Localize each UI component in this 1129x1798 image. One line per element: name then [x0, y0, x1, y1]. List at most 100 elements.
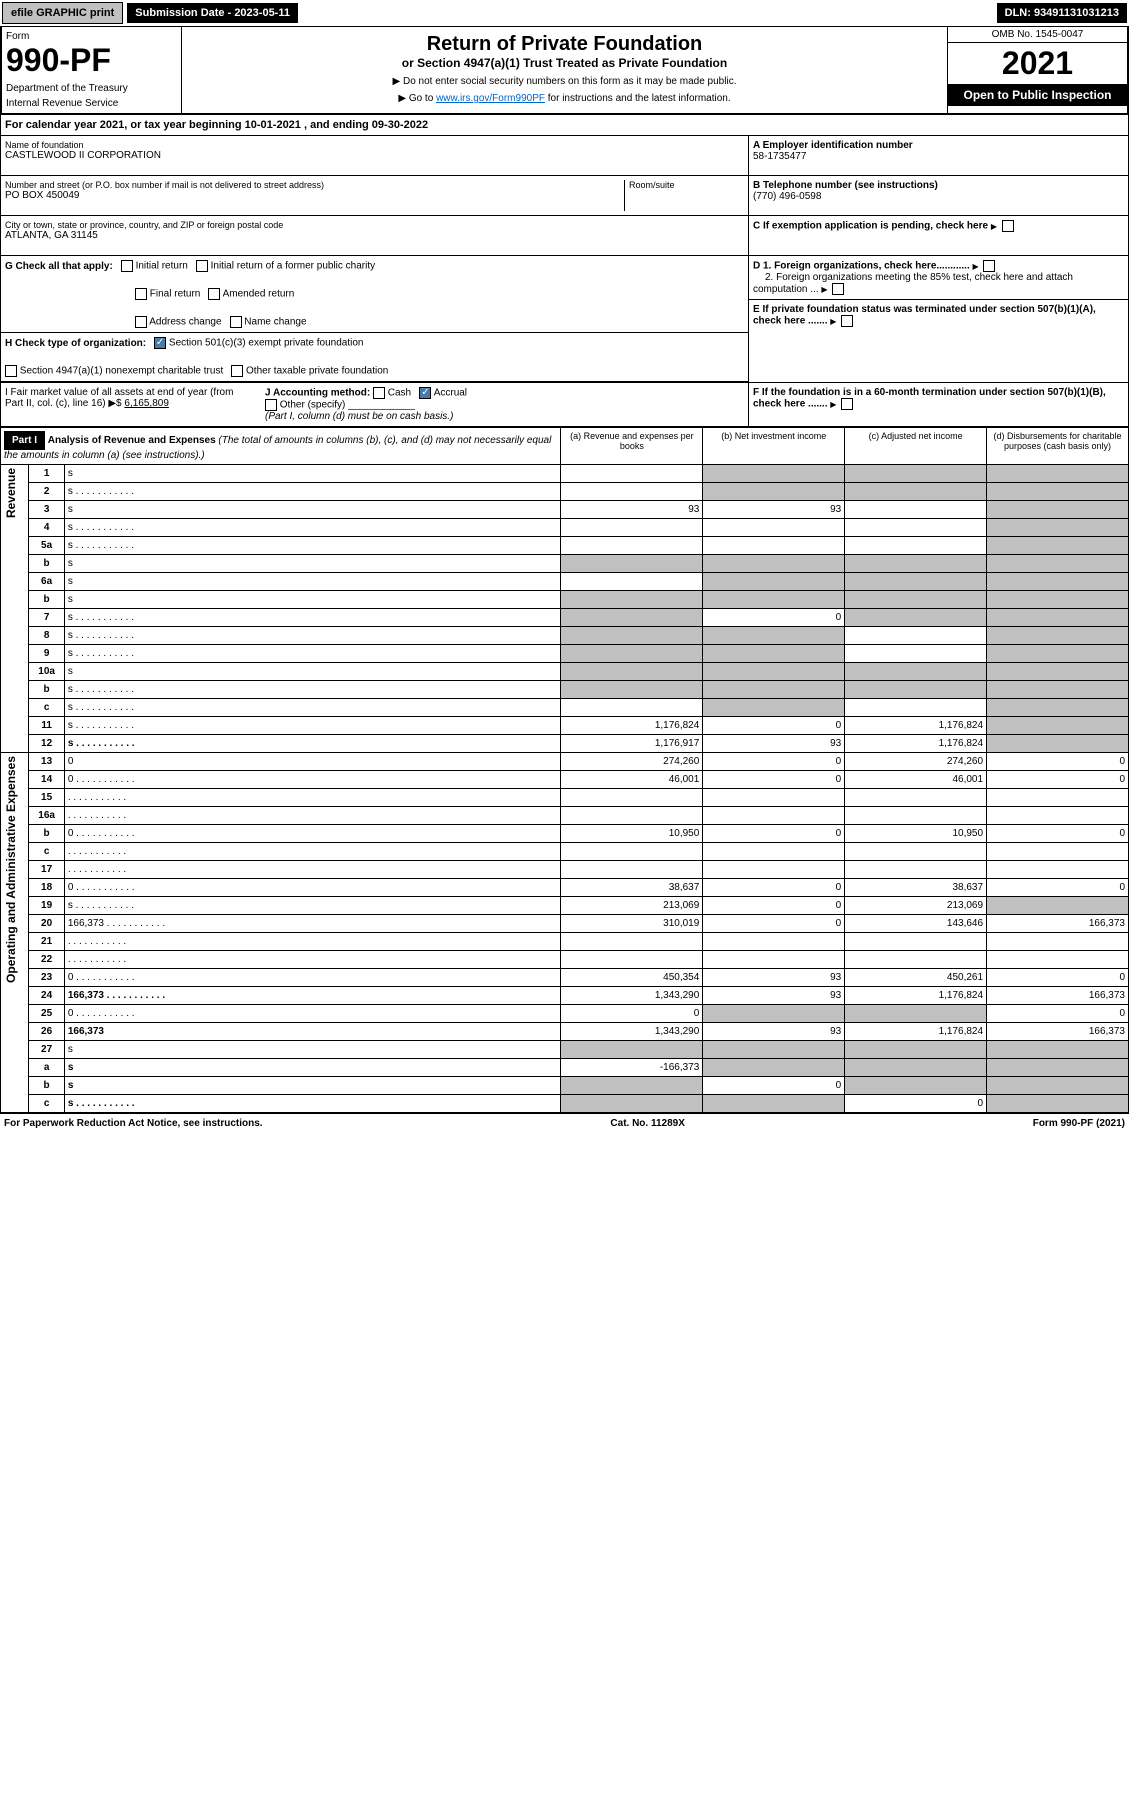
- cell-a: [561, 591, 703, 609]
- row-number: 15: [29, 789, 64, 807]
- row-desc: s: [64, 1059, 561, 1077]
- table-row: 24166,3731,343,290931,176,824166,373: [1, 987, 1129, 1005]
- cell-a: [561, 951, 703, 969]
- table-row: 20166,373310,0190143,646166,373: [1, 915, 1129, 933]
- initial-public-checkbox[interactable]: [196, 260, 208, 272]
- row-number: b: [29, 681, 64, 699]
- row-desc: s: [64, 735, 561, 753]
- final-return-checkbox[interactable]: [135, 288, 147, 300]
- row-desc: [64, 933, 561, 951]
- row-desc: s: [64, 555, 561, 573]
- part1-table: Part I Analysis of Revenue and Expenses …: [0, 427, 1129, 1113]
- row-number: 1: [29, 465, 64, 483]
- cell-d: [987, 1041, 1129, 1059]
- cell-c: 1,176,824: [845, 735, 987, 753]
- row-desc: 0: [64, 1005, 561, 1023]
- cell-c: [845, 555, 987, 573]
- table-row: 5as: [1, 537, 1129, 555]
- 501c3-checkbox[interactable]: [154, 337, 166, 349]
- cell-a: [561, 843, 703, 861]
- address-cell: Number and street (or P.O. box number if…: [1, 176, 748, 216]
- table-row: 17: [1, 861, 1129, 879]
- table-row: as-166,373: [1, 1059, 1129, 1077]
- table-row: 21: [1, 933, 1129, 951]
- cell-b: 93: [703, 735, 845, 753]
- col-b-header: (b) Net investment income: [703, 428, 845, 465]
- table-row: 2s: [1, 483, 1129, 501]
- cell-d: [987, 645, 1129, 663]
- row-desc: s: [64, 699, 561, 717]
- cell-d: [987, 735, 1129, 753]
- cell-b: [703, 483, 845, 501]
- cell-d: 0: [987, 1005, 1129, 1023]
- row-desc: 0: [64, 825, 561, 843]
- expenses-label: Operating and Administrative Expenses: [4, 756, 18, 983]
- row-number: 19: [29, 897, 64, 915]
- cell-b: [703, 789, 845, 807]
- row-number: 25: [29, 1005, 64, 1023]
- cell-b: [703, 699, 845, 717]
- cell-a: 46,001: [561, 771, 703, 789]
- row-desc: s: [64, 1095, 561, 1113]
- cell-c: 0: [845, 1095, 987, 1113]
- cell-d: [987, 699, 1129, 717]
- row-desc: s: [64, 501, 561, 519]
- cell-d: [987, 555, 1129, 573]
- cell-d: [987, 465, 1129, 483]
- table-row: cs: [1, 699, 1129, 717]
- cell-b: 0: [703, 879, 845, 897]
- initial-return-checkbox[interactable]: [121, 260, 133, 272]
- cell-a: [561, 699, 703, 717]
- table-row: 11s1,176,82401,176,824: [1, 717, 1129, 735]
- d2-checkbox[interactable]: [832, 283, 844, 295]
- row-desc: s: [64, 1041, 561, 1059]
- row-number: 5a: [29, 537, 64, 555]
- d1-checkbox[interactable]: [983, 260, 995, 272]
- paperwork-notice: For Paperwork Reduction Act Notice, see …: [4, 1118, 263, 1129]
- cell-b: [703, 573, 845, 591]
- cell-c: [845, 483, 987, 501]
- room-suite-label: Room/suite: [629, 180, 744, 190]
- address-change-checkbox[interactable]: [135, 316, 147, 328]
- foundation-name-cell: Name of foundation CASTLEWOOD II CORPORA…: [1, 136, 748, 176]
- cell-c: 46,001: [845, 771, 987, 789]
- dept-treasury: Department of the Treasury: [6, 83, 177, 94]
- row-desc: s: [64, 609, 561, 627]
- cell-a: [561, 933, 703, 951]
- cell-b: 0: [703, 897, 845, 915]
- f-checkbox[interactable]: [841, 398, 853, 410]
- row-desc: 0: [64, 969, 561, 987]
- cell-c: [845, 645, 987, 663]
- name-change-checkbox[interactable]: [230, 316, 242, 328]
- c-checkbox[interactable]: [1002, 220, 1014, 232]
- cell-b: 0: [703, 771, 845, 789]
- cell-a: 38,637: [561, 879, 703, 897]
- cell-b: 93: [703, 501, 845, 519]
- form990pf-link[interactable]: www.irs.gov/Form990PF: [436, 93, 545, 104]
- row-desc: 166,373: [64, 1023, 561, 1041]
- accrual-checkbox[interactable]: [419, 387, 431, 399]
- cell-c: [845, 465, 987, 483]
- table-row: 25000: [1, 1005, 1129, 1023]
- other-taxable-checkbox[interactable]: [231, 365, 243, 377]
- row-desc: s: [64, 645, 561, 663]
- row-desc: s: [64, 681, 561, 699]
- other-method-checkbox[interactable]: [265, 399, 277, 411]
- cell-a: 310,019: [561, 915, 703, 933]
- e-checkbox[interactable]: [841, 315, 853, 327]
- row-number: b: [29, 555, 64, 573]
- cash-checkbox[interactable]: [373, 387, 385, 399]
- amended-return-checkbox[interactable]: [208, 288, 220, 300]
- cell-c: [845, 1005, 987, 1023]
- row-number: 11: [29, 717, 64, 735]
- cell-a: [561, 807, 703, 825]
- table-row: 10as: [1, 663, 1129, 681]
- 4947a1-checkbox[interactable]: [5, 365, 17, 377]
- cell-d: [987, 1059, 1129, 1077]
- cell-b: [703, 843, 845, 861]
- table-row: Operating and Administrative Expenses130…: [1, 753, 1129, 771]
- cell-a: [561, 681, 703, 699]
- col-c-header: (c) Adjusted net income: [845, 428, 987, 465]
- open-inspection: Open to Public Inspection: [948, 84, 1127, 106]
- row-number: 27: [29, 1041, 64, 1059]
